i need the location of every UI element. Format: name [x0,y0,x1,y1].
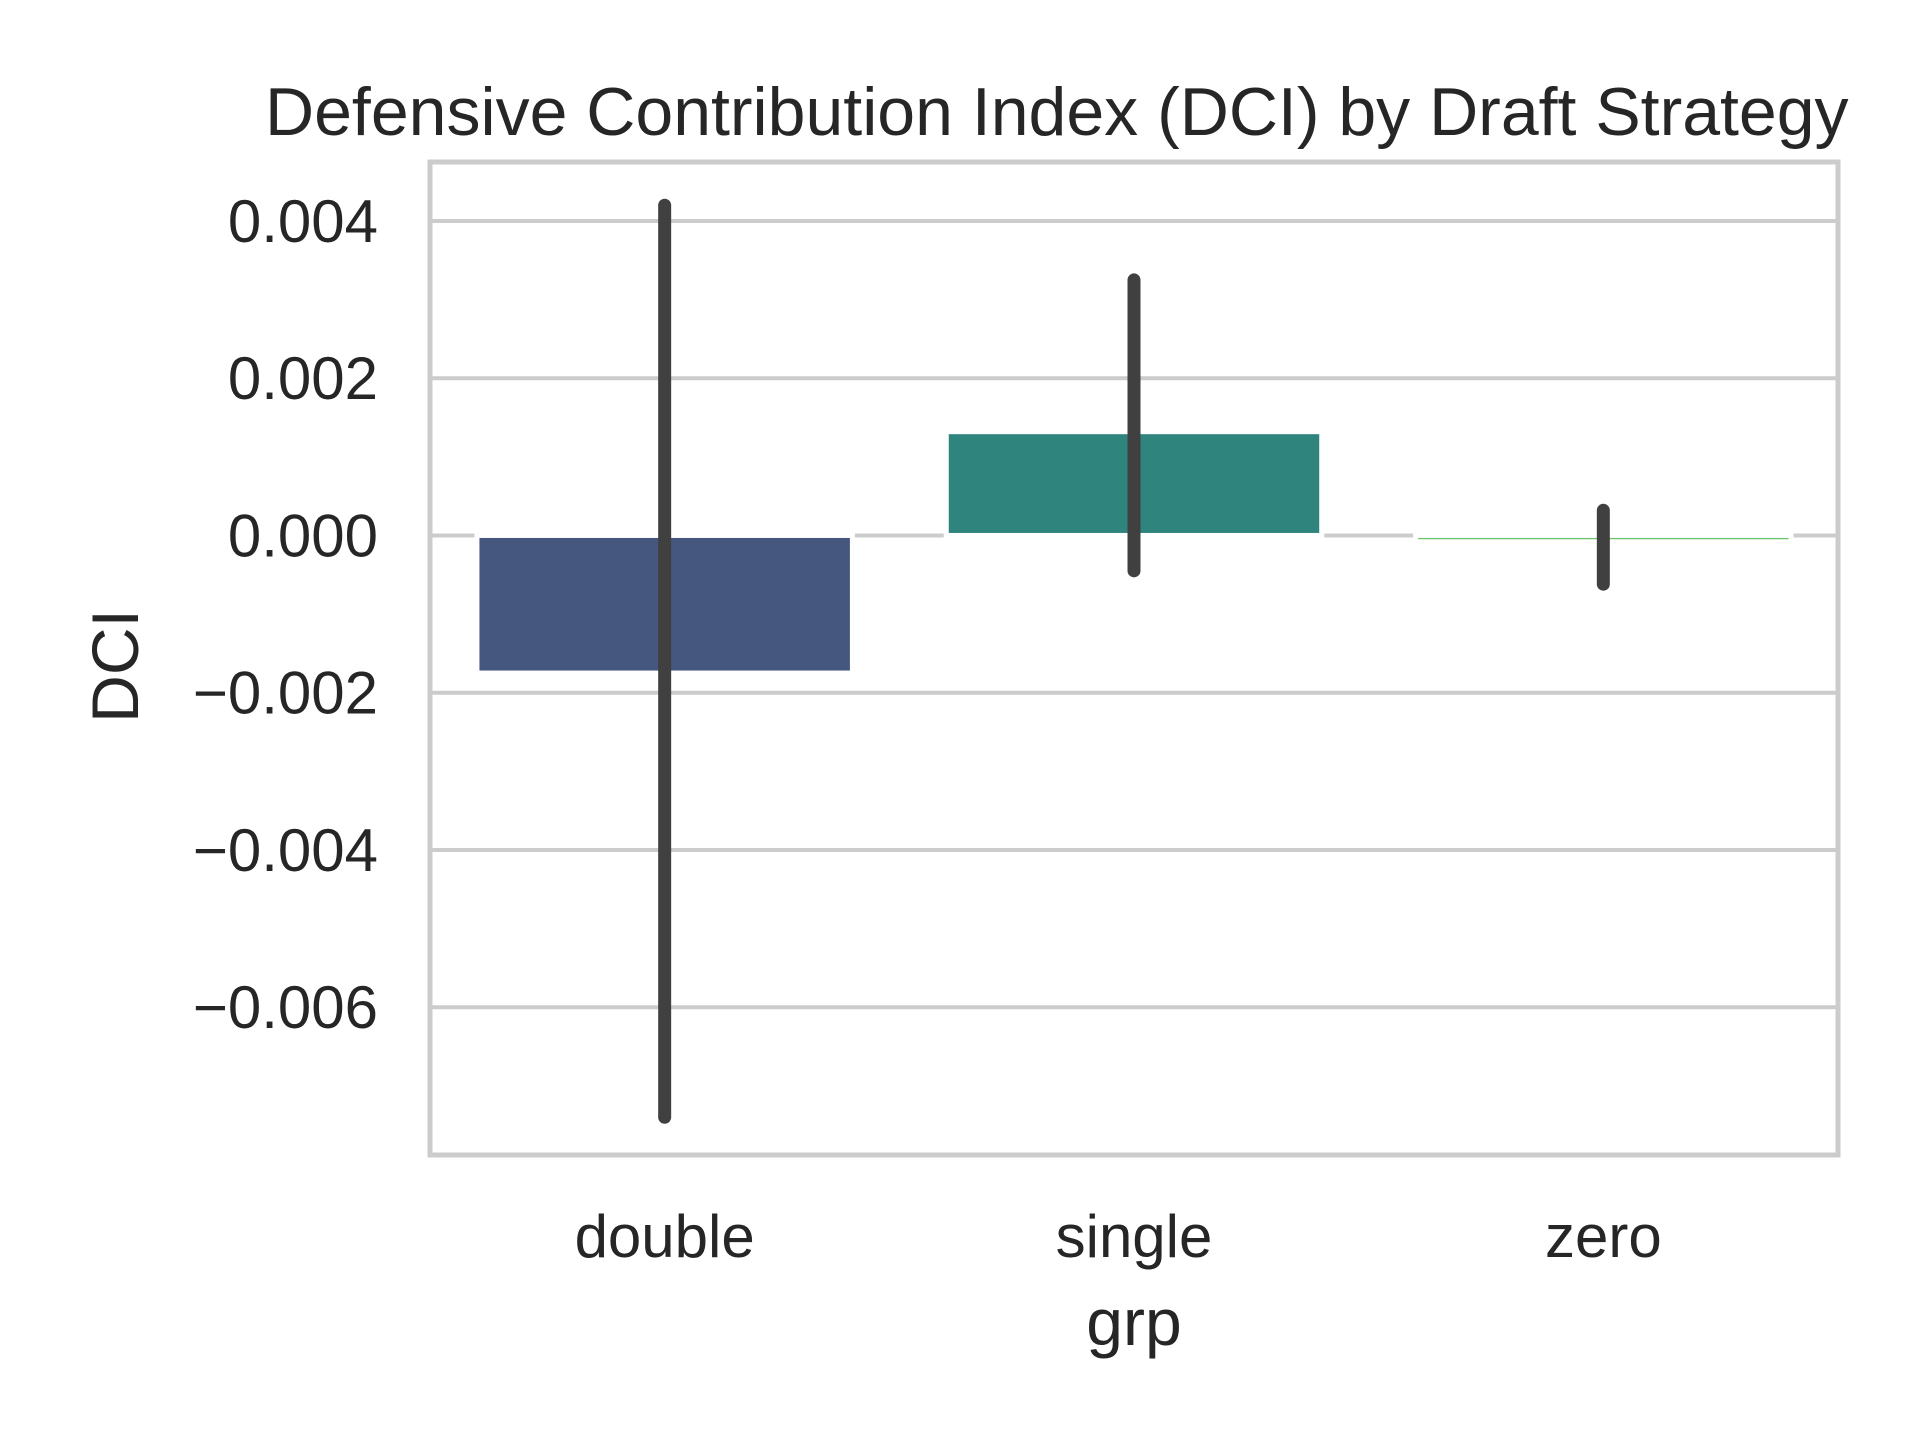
x-tick-label: zero [1545,1203,1662,1270]
x-tick-label: double [575,1203,755,1270]
y-tick-label: −0.004 [193,817,378,884]
y-tick-label: −0.006 [193,974,378,1041]
y-tick-labels: 0.004 0.002 0.000 −0.002 −0.004 −0.006 [193,188,378,1041]
x-tick-labels: double single zero [575,1203,1662,1270]
x-tick-label: single [1056,1203,1213,1270]
bars [474,429,1794,676]
y-tick-label: −0.002 [193,660,378,727]
plot-frame [427,159,1841,1158]
x-axis-title: grp [1086,1285,1181,1359]
y-axis-title: DCI [78,609,152,723]
chart-title: Defensive Contribution Index (DCI) by Dr… [265,74,1849,150]
error-bars [658,198,1610,1124]
y-tick-label: 0.002 [228,345,378,412]
y-tick-label: 0.000 [228,502,378,569]
y-tick-label: 0.004 [228,188,378,255]
